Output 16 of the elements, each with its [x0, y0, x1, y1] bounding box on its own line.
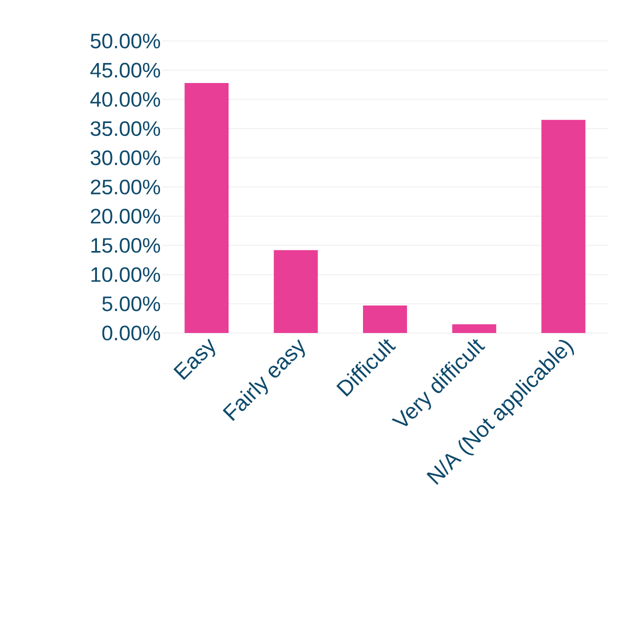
y-tick-label: 35.00% [90, 121, 160, 136]
y-tick-label: 30.00% [90, 150, 160, 166]
bar [184, 83, 229, 334]
bar [541, 120, 586, 334]
bar [363, 306, 408, 334]
y-tick-label: 40.00% [90, 92, 160, 107]
bar [452, 324, 496, 334]
y-tick-label: 5.00% [102, 296, 160, 312]
y-tick-label: 15.00% [91, 238, 160, 253]
y-tick-label: 50.00% [90, 34, 160, 48]
y-tick-label: 10.00% [91, 267, 160, 282]
y-tick-label: 45.00% [90, 62, 160, 78]
y-tick-label: 0.00% [102, 326, 160, 340]
y-tick-label: 25.00% [90, 180, 160, 194]
y-tick-label: 20.00% [90, 208, 160, 224]
bar [274, 250, 318, 334]
